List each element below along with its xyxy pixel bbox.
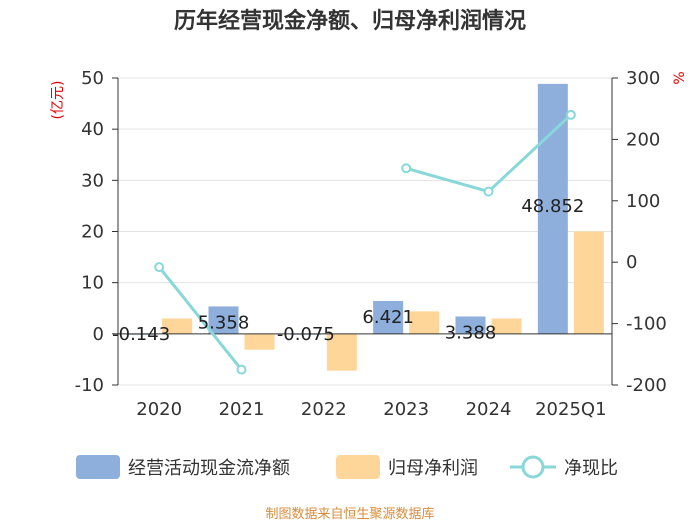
chart-title: 历年经营现金净额、归母净利润情况 bbox=[174, 8, 526, 34]
y-left-tick-label: 10 bbox=[81, 273, 104, 294]
data-source: 制图数据来自恒生聚源数据库 bbox=[265, 506, 434, 522]
x-tick-label: 2024 bbox=[466, 399, 512, 420]
left-axis-unit: (亿元) bbox=[50, 81, 66, 120]
bar-operating-cf bbox=[208, 306, 239, 334]
ratio-point bbox=[154, 262, 165, 273]
data-label-operating-cf: 3.388 bbox=[445, 322, 497, 343]
x-tick-label: 2025Q1 bbox=[535, 399, 606, 420]
ratio-line-segment bbox=[487, 113, 572, 193]
x-tick-label: 2021 bbox=[219, 399, 265, 420]
y-left-tick-label: 0 bbox=[93, 324, 104, 345]
y-left-tick-label: 20 bbox=[81, 222, 104, 243]
bar-operating-cf bbox=[455, 316, 486, 334]
data-label-operating-cf: 6.421 bbox=[362, 307, 414, 328]
y-right-tick-label: 200 bbox=[626, 129, 660, 150]
bar-net-profit bbox=[326, 333, 357, 371]
data-label-operating-cf: 48.852 bbox=[521, 196, 584, 217]
legend-swatch-ratio-marker bbox=[521, 455, 545, 479]
legend-label-operating-cf: 经营活动现金流净额 bbox=[128, 458, 290, 479]
x-tick-label: 2022 bbox=[301, 399, 347, 420]
ratio-point bbox=[483, 186, 494, 197]
y-left-tick-label: -10 bbox=[75, 375, 104, 396]
y-right-tick-label: 300 bbox=[626, 68, 660, 89]
legend-swatch-operating-cf bbox=[76, 455, 120, 479]
bar-net-profit bbox=[162, 318, 193, 334]
y-left-tick-label: 30 bbox=[81, 170, 104, 191]
legend: 经营活动现金流净额 归母净利润 净现比 bbox=[76, 455, 618, 479]
ratio-point bbox=[236, 364, 247, 375]
bar-net-profit bbox=[573, 231, 604, 334]
bar-net-profit bbox=[244, 333, 275, 350]
y-left-tick-label: 50 bbox=[81, 68, 104, 89]
ratio-point bbox=[565, 109, 576, 120]
y-left-tick-label: 40 bbox=[81, 119, 104, 140]
ratio-line-segment bbox=[157, 266, 243, 371]
legend-swatch-net-profit bbox=[336, 455, 380, 479]
bar-net-profit bbox=[491, 318, 522, 334]
bar-net-profit bbox=[409, 311, 440, 334]
bar-operating-cf bbox=[373, 300, 404, 334]
x-tick-label: 2020 bbox=[136, 399, 182, 420]
data-label-operating-cf: 5.358 bbox=[198, 312, 250, 333]
y-right-tick-label: -200 bbox=[626, 375, 667, 396]
y-right-tick-label: 100 bbox=[626, 191, 660, 212]
y-right-tick-label: 0 bbox=[626, 252, 637, 273]
ratio-line-segment bbox=[405, 166, 489, 194]
data-label-operating-cf: -0.143 bbox=[112, 324, 170, 345]
x-tick-label: 2023 bbox=[383, 399, 429, 420]
ratio-point bbox=[401, 163, 412, 174]
right-axis-unit: % bbox=[672, 71, 688, 84]
bar-operating-cf bbox=[537, 83, 568, 334]
data-label-operating-cf: -0.075 bbox=[277, 324, 335, 345]
y-right-tick-label: -100 bbox=[626, 314, 667, 335]
legend-label-ratio: 净现比 bbox=[564, 458, 618, 479]
legend-label-net-profit: 归母净利润 bbox=[388, 458, 478, 479]
